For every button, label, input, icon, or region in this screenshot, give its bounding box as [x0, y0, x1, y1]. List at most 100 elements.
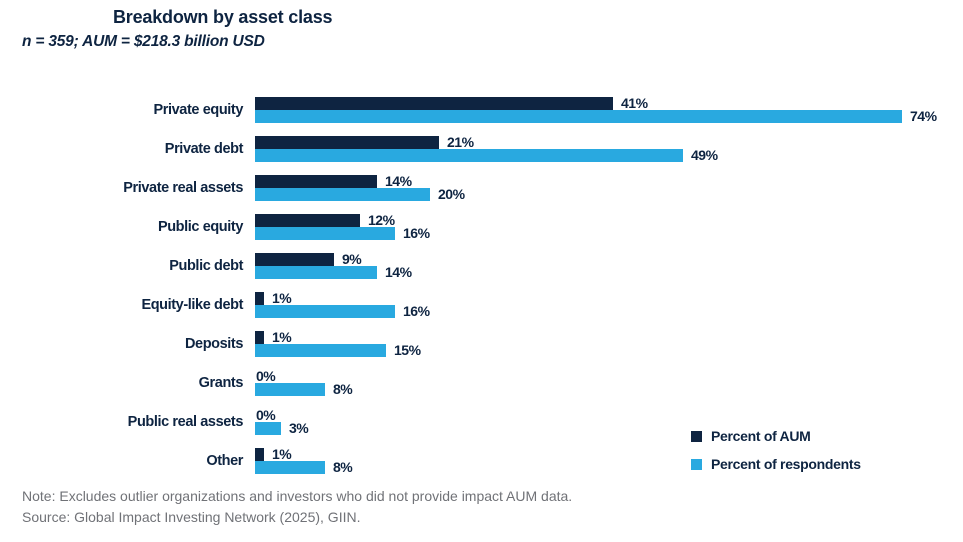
bar-group: 0% 8%: [255, 368, 353, 397]
bar-line: 20%: [255, 186, 465, 202]
value-label: 41%: [621, 95, 648, 111]
respondents-bar: [255, 188, 430, 201]
legend-item-respondents: Percent of respondents: [691, 457, 861, 471]
bar-group: 1% 16%: [255, 290, 430, 319]
chart-row: Deposits 1% 15%: [0, 324, 963, 363]
chart-rows: Private equity 41% 74% Private debt 21% 49% Pr…: [0, 90, 963, 480]
aum-bar: [255, 214, 360, 227]
respondents-bar: [255, 383, 325, 396]
chart-row: Public equity 12% 16%: [0, 207, 963, 246]
bar-group: 1% 8%: [255, 446, 353, 475]
chart-row: Private equity 41% 74%: [0, 90, 963, 129]
bar-group: 21% 49%: [255, 134, 718, 163]
bar-line: 49%: [255, 147, 718, 163]
bar-line: 41%: [255, 95, 937, 111]
category-label: Public debt: [169, 258, 243, 274]
legend-label-aum: Percent of AUM: [711, 428, 811, 444]
bar-line: 74%: [255, 108, 937, 124]
bar-group: 14% 20%: [255, 173, 465, 202]
value-label: 8%: [333, 381, 353, 397]
chart-row: Public real assets 0% 3%: [0, 402, 963, 441]
chart-row: Public debt 9% 14%: [0, 246, 963, 285]
legend-label-respondents: Percent of respondents: [711, 456, 861, 472]
bar-line: 8%: [255, 381, 353, 397]
category-label: Private debt: [164, 141, 244, 157]
bar-line: 14%: [255, 173, 465, 189]
bar-line: 0%: [255, 407, 308, 423]
value-label: 20%: [438, 186, 465, 202]
value-label: 16%: [403, 225, 430, 241]
respondents-bar: [255, 305, 395, 318]
bar-line: 15%: [255, 342, 421, 358]
bar-line: 16%: [255, 225, 430, 241]
bar-line: 21%: [255, 134, 718, 150]
respondents-bar: [255, 344, 386, 357]
category-label: Private equity: [153, 102, 244, 118]
bar-line: 3%: [255, 420, 309, 436]
bar-group: 12% 16%: [255, 212, 430, 241]
value-label: 8%: [333, 459, 353, 475]
aum-bar: [255, 97, 613, 110]
category-label: Public real assets: [127, 414, 244, 430]
value-label: 0%: [256, 368, 276, 384]
chart-row: Equity-like debt 1% 16%: [0, 285, 963, 324]
category-label: Other: [206, 453, 243, 469]
chart-title: Breakdown by asset class: [113, 7, 333, 27]
chart-row: Private debt 21% 49%: [0, 129, 963, 168]
value-label: 14%: [385, 264, 412, 280]
value-label: 74%: [910, 108, 937, 124]
bar-line: 8%: [255, 459, 353, 475]
respondents-bar: [255, 461, 325, 474]
bar-group: 0% 3%: [255, 407, 309, 436]
legend: Percent of AUM Percent of respondents: [691, 429, 861, 485]
value-label: 16%: [403, 303, 430, 319]
aum-bar: [255, 292, 264, 305]
value-label: 49%: [691, 147, 718, 163]
aum-bar: [255, 175, 377, 188]
aum-bar: [255, 253, 334, 266]
category-label: Equity-like debt: [141, 297, 243, 313]
legend-item-aum: Percent of AUM: [691, 429, 861, 443]
chart-row: Other 1% 8%: [0, 441, 963, 480]
aum-bar: [255, 136, 439, 149]
bar-group: 41% 74%: [255, 95, 937, 124]
bar-line: 12%: [255, 212, 430, 228]
legend-swatch-respondents-icon: [691, 458, 702, 470]
value-label: 15%: [394, 342, 421, 358]
chart-row: Private real assets 14% 20%: [0, 168, 963, 207]
respondents-bar: [255, 149, 683, 162]
bar-line: 1%: [255, 329, 421, 345]
value-label: 14%: [385, 173, 412, 189]
value-label: 1%: [272, 446, 292, 462]
value-label: 1%: [272, 329, 292, 345]
bar-line: 1%: [255, 290, 430, 306]
note-line: Note: Excludes outlier organizations and…: [22, 488, 573, 504]
bar-line: 14%: [255, 264, 412, 280]
respondents-bar: [255, 110, 902, 123]
legend-swatch-aum-icon: [691, 430, 702, 442]
category-label: Deposits: [184, 336, 243, 352]
value-label: 12%: [368, 212, 395, 228]
source-line: Source: Global Impact Investing Network …: [22, 509, 361, 525]
chart-subtitle: n = 359; AUM = $218.3 billion USD: [22, 33, 265, 50]
value-label: 0%: [256, 407, 276, 423]
category-label: Grants: [198, 375, 244, 391]
value-label: 3%: [289, 420, 309, 436]
bar-line: 1%: [255, 446, 352, 462]
respondents-bar: [255, 422, 281, 435]
bar-group: 9% 14%: [255, 251, 412, 280]
category-label: Public equity: [157, 219, 243, 235]
value-label: 1%: [272, 290, 292, 306]
aum-bar: [255, 448, 264, 461]
respondents-bar: [255, 266, 377, 279]
aum-bar: [255, 331, 264, 344]
bar-line: 16%: [255, 303, 430, 319]
bar-line: 0%: [255, 368, 352, 384]
value-label: 9%: [342, 251, 362, 267]
value-label: 21%: [447, 134, 474, 150]
bar-line: 9%: [255, 251, 412, 267]
chart-row: Grants 0% 8%: [0, 363, 963, 402]
respondents-bar: [255, 227, 395, 240]
category-label: Private real assets: [123, 180, 243, 196]
